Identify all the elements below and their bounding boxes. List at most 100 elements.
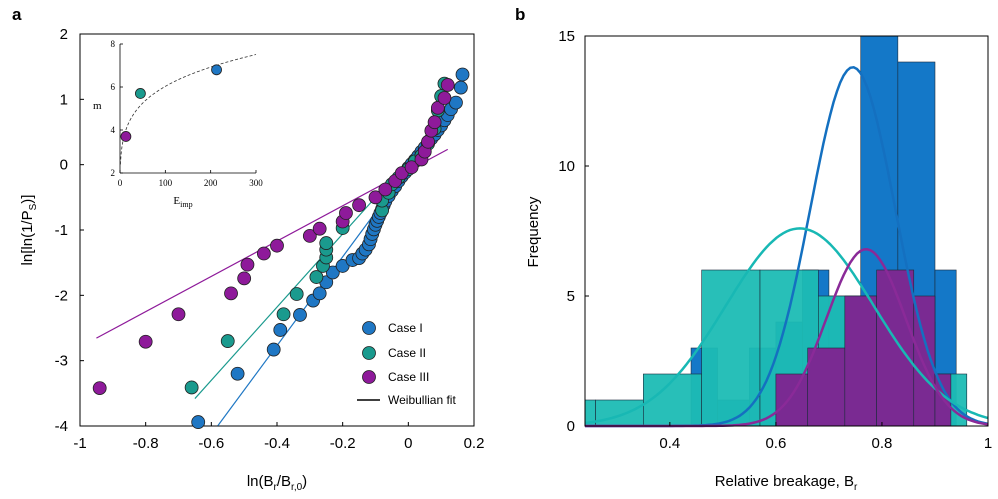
data-point-case-1 — [191, 415, 206, 429]
data-point-case-3 — [440, 78, 455, 92]
histogram-y-tick-label: 5 — [567, 288, 575, 305]
inset-x-tick-label: 300 — [249, 178, 263, 188]
data-point-case-3 — [430, 100, 445, 115]
weibull-y-tick-label: -2 — [55, 287, 68, 304]
data-point-case-3 — [404, 160, 419, 175]
data-point-case-3 — [312, 221, 327, 236]
histogram-y-tick-label: 10 — [558, 158, 575, 175]
inset-x-tick-label: 0 — [118, 178, 123, 188]
data-point-case-2 — [220, 334, 235, 348]
data-point-case-1 — [455, 67, 470, 82]
inset-point-1 — [120, 131, 132, 142]
panel-label-a: a — [12, 5, 22, 24]
inset-y-tick-label: 4 — [111, 125, 116, 135]
inset-trend — [120, 54, 257, 165]
data-point-case-3 — [237, 271, 252, 286]
weibull-x-tick-label: 0.2 — [464, 435, 485, 452]
data-point-case-3 — [256, 246, 271, 261]
weibull-y-tick-label: -1 — [55, 222, 68, 239]
histogram-bar-case-2 — [595, 399, 644, 427]
weibull-legend: Case I Case II Case III Weibullian fit — [357, 321, 456, 407]
inset-x-tick-label: 200 — [204, 178, 218, 188]
inset-y-axis-label: m — [93, 100, 102, 112]
data-point-case-1 — [293, 308, 307, 322]
histogram-bars — [584, 35, 968, 427]
data-point-case-1 — [453, 80, 468, 95]
data-point-case-1 — [273, 323, 288, 337]
data-point-case-1 — [325, 265, 340, 280]
histogram-x-tick-label: 0.8 — [872, 435, 893, 452]
data-point-case-2 — [289, 287, 304, 301]
legend-marker-case-2 — [362, 346, 376, 360]
histogram-y-tick-label: 15 — [558, 28, 575, 45]
data-point-case-3 — [138, 334, 153, 349]
histogram-bar-case-3 — [775, 373, 809, 427]
data-point-case-1 — [266, 342, 281, 357]
data-point-case-3 — [427, 115, 442, 130]
weibull-x-tick-label: -0.2 — [330, 435, 356, 452]
data-point-case-3 — [270, 238, 284, 253]
inset-y-tick-label: 2 — [111, 168, 116, 178]
weibull-plot: -1 -0.8 -0.6 -0.4 -0.2 0 0.2 -4 -3 -2 -1 0 1 2 ln(Br/… — [19, 26, 484, 493]
weibull-x-tick-label: -0.6 — [198, 435, 224, 452]
data-point-case-2 — [319, 236, 334, 250]
inset-x-tick-label: 100 — [159, 178, 173, 188]
legend-label-case-3: Case III — [388, 370, 429, 384]
data-point-case-1 — [312, 286, 327, 301]
inset-plot: 0 100 200 300 2 4 6 8 m Eimp — [93, 39, 263, 209]
data-point-case-1 — [230, 366, 245, 381]
weibull-x-tick-label: -1 — [73, 435, 86, 452]
data-point-case-2 — [309, 270, 324, 284]
data-point-case-1 — [449, 95, 463, 110]
weibull-x-tick-label: -0.4 — [264, 435, 290, 452]
data-point-case-3 — [224, 286, 238, 301]
weibull-x-axis-label: ln(Br/Br,0) — [247, 473, 307, 493]
histogram-bar-case-3 — [876, 269, 915, 427]
legend-label-case-2: Case II — [388, 346, 426, 360]
data-point-case-3 — [339, 206, 353, 220]
density-curve-case-2 — [584, 227, 989, 425]
inset-point-2 — [134, 88, 146, 99]
histogram-bar-case-2 — [701, 269, 761, 427]
data-point-case-3 — [368, 190, 383, 205]
inset-trend-curve — [120, 54, 257, 165]
data-point-case-2 — [276, 307, 291, 322]
histogram-x-tick-label: 0.6 — [765, 435, 786, 452]
histogram-plot-frame — [584, 35, 989, 427]
data-point-case-3 — [437, 91, 452, 105]
histogram-x-axis-label: Relative breakage, Br — [715, 473, 858, 493]
legend-marker-case-1 — [362, 321, 376, 335]
weibull-axis-ticks: -1 -0.8 -0.6 -0.4 -0.2 0 0.2 -4 -3 -2 -1 0 1 2 — [55, 26, 485, 452]
weibull-x-tick-label: -0.8 — [133, 435, 159, 452]
weibull-y-tick-label: -4 — [55, 418, 68, 435]
panel-label-b: b — [515, 5, 525, 24]
data-point-case-3 — [302, 228, 317, 243]
weibull-y-tick-label: 2 — [60, 26, 68, 43]
histogram-y-tick-label: 0 — [567, 418, 575, 435]
weibull-x-tick-label: 0 — [404, 435, 412, 452]
weibull-y-tick-label: 0 — [60, 157, 68, 174]
inset-x-axis-label: Eimp — [173, 195, 192, 209]
legend-marker-case-3 — [362, 370, 376, 384]
histogram-bar-case-3 — [807, 347, 846, 427]
histogram-x-tick-label: 0.4 — [659, 435, 680, 452]
inset-y-tick-label: 6 — [111, 82, 116, 92]
weibull-y-tick-label: 1 — [60, 91, 68, 108]
inset-points — [120, 64, 222, 142]
legend-label-case-1: Case I — [388, 321, 423, 335]
data-point-case-3 — [240, 257, 255, 272]
data-point-case-2 — [184, 380, 199, 395]
legend-label-fit: Weibullian fit — [388, 393, 456, 407]
data-point-case-3 — [378, 182, 393, 197]
inset-ticks: 0 100 200 300 2 4 6 8 — [111, 39, 264, 188]
weibull-y-tick-label: -3 — [55, 353, 68, 370]
data-point-case-3 — [171, 307, 186, 322]
inset-background — [120, 44, 256, 173]
inset-point-3 — [211, 64, 222, 76]
data-point-case-3 — [352, 198, 366, 213]
histogram-y-axis-label: Frequency — [525, 196, 542, 267]
weibull-y-axis-label: ln[ln(1/PS)] — [19, 195, 39, 266]
